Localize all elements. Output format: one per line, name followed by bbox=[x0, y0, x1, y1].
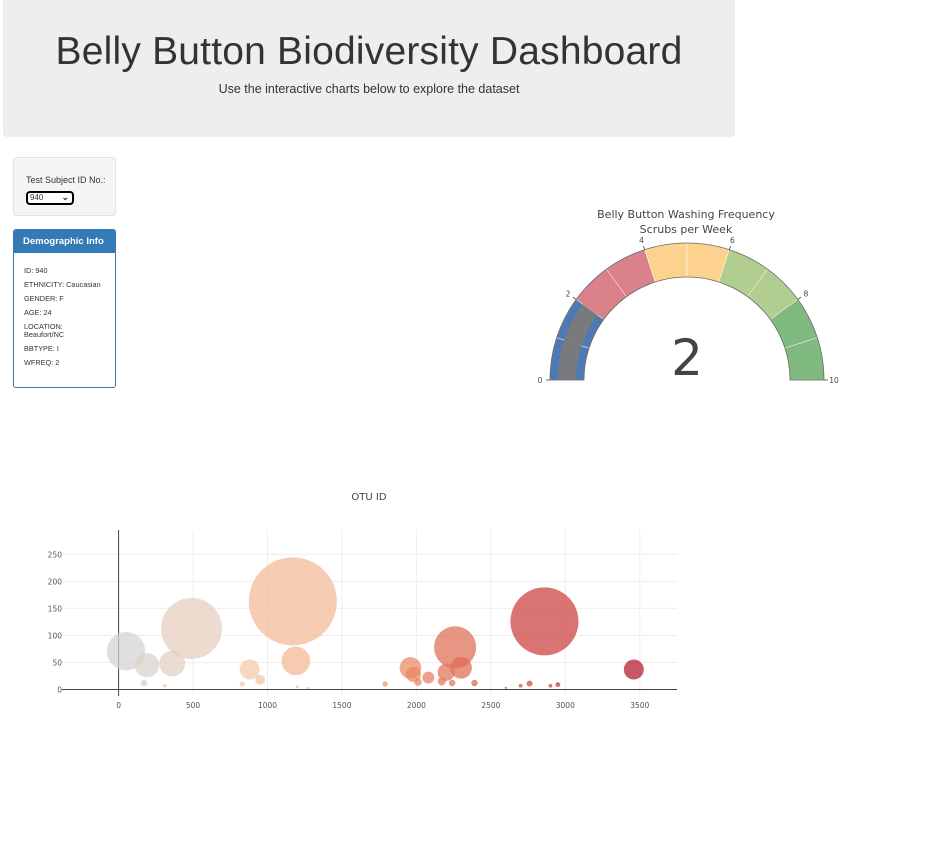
y-tick-label: 0 bbox=[57, 686, 62, 695]
gauge-tick-label: 10 bbox=[829, 376, 839, 385]
demo-gender: GENDER: F bbox=[24, 294, 64, 303]
page-title: Belly Button Biodiversity Dashboard bbox=[55, 30, 683, 73]
otu-bubble bbox=[437, 677, 446, 686]
y-tick-label: 150 bbox=[48, 604, 63, 613]
header-banner: Belly Button Biodiversity Dashboard Use … bbox=[3, 0, 735, 137]
otu-bubble bbox=[448, 679, 456, 687]
otu-bubble bbox=[504, 686, 507, 690]
chevron-down-icon: ⌄ bbox=[61, 192, 69, 202]
x-tick-label: 2000 bbox=[407, 701, 426, 710]
demo-bbtype: BBTYPE: I bbox=[24, 344, 59, 353]
otu-bubble bbox=[239, 681, 245, 687]
otu-bubble bbox=[518, 683, 523, 688]
y-tick-label: 50 bbox=[52, 658, 62, 667]
gauge-value-number: 2 bbox=[671, 329, 703, 387]
demo-ethnicity: ETHNICITY: Caucasian bbox=[24, 280, 101, 289]
demo-id: ID: 940 bbox=[24, 266, 48, 275]
demo-wfreq: WFREQ: 2 bbox=[24, 358, 60, 367]
x-tick-label: 500 bbox=[186, 701, 201, 710]
gauge-tick-label: 8 bbox=[804, 290, 809, 299]
otu-bubble bbox=[450, 657, 472, 679]
otu-bubble bbox=[159, 650, 186, 677]
subject-id-select[interactable]: 940 ⌄ bbox=[26, 191, 74, 205]
otu-bubble bbox=[134, 653, 160, 678]
otu-bubble bbox=[248, 557, 337, 646]
gauge-tick-label: 6 bbox=[730, 236, 735, 245]
otu-bubble bbox=[434, 626, 477, 669]
washing-frequency-gauge: Belly Button Washing Frequency Scrubs pe… bbox=[538, 208, 839, 387]
otu-bubble bbox=[306, 686, 309, 690]
otu-bubble bbox=[140, 679, 148, 687]
otu-bubble bbox=[510, 587, 579, 656]
gauge-tick-label: 4 bbox=[639, 236, 644, 245]
bubble-chart-title: OTU ID bbox=[351, 492, 386, 503]
otu-bubble bbox=[548, 683, 553, 688]
x-tick-label: 3500 bbox=[630, 701, 649, 710]
gauge-value-bar bbox=[558, 304, 598, 380]
otu-bubble-chart: OTU ID 0 500 1000 1500 2000 2500 3000 3500 0 50 10… bbox=[48, 492, 677, 710]
gauge-tick-label: 2 bbox=[566, 290, 571, 299]
x-tick-label: 2500 bbox=[481, 701, 500, 710]
subject-selector-panel: Test Subject ID No.: 940 ⌄ bbox=[13, 157, 116, 216]
gauge-title-line2: Scrubs per Week bbox=[640, 223, 733, 236]
otu-bubble bbox=[239, 659, 260, 680]
x-tick-label: 1500 bbox=[332, 701, 351, 710]
otu-bubble bbox=[255, 674, 265, 685]
demo-location: LOCATION: Beaufort/NC bbox=[24, 322, 65, 339]
otu-bubble bbox=[161, 597, 223, 659]
otu-bubble bbox=[162, 683, 167, 688]
x-tick-label: 3000 bbox=[556, 701, 575, 710]
gauge-outline bbox=[549, 242, 825, 381]
otu-bubble bbox=[471, 679, 478, 687]
y-tick-label: 250 bbox=[48, 550, 63, 559]
gauge-title-line1: Belly Button Washing Frequency bbox=[597, 208, 775, 221]
page-subtitle: Use the interactive charts below to expl… bbox=[218, 82, 520, 96]
demographic-info-body: ID: 940 ETHNICITY: Caucasian GENDER: F A… bbox=[14, 253, 115, 367]
otu-bubble bbox=[382, 681, 388, 687]
demographic-info-panel: Demographic Info ID: 940 ETHNICITY: Cauc… bbox=[13, 229, 116, 388]
demo-age: AGE: 24 bbox=[24, 308, 52, 317]
otu-bubble bbox=[555, 682, 561, 688]
gauge-tick-mark bbox=[797, 296, 802, 300]
y-tick-label: 100 bbox=[48, 631, 63, 640]
otu-bubble bbox=[623, 659, 644, 680]
gauge-tick-label: 0 bbox=[538, 376, 543, 385]
gauge-tick-mark bbox=[643, 245, 646, 250]
y-tick-label: 200 bbox=[48, 577, 63, 586]
gauge-tick-mark bbox=[728, 245, 731, 250]
otu-bubble bbox=[281, 646, 311, 676]
otu-bubble bbox=[414, 678, 422, 686]
x-tick-label: 1000 bbox=[258, 701, 277, 710]
otu-bubble bbox=[405, 666, 421, 682]
demographic-info-title: Demographic Info bbox=[14, 230, 115, 253]
x-tick-label: 0 bbox=[116, 701, 121, 710]
subject-id-value: 940 bbox=[30, 193, 44, 202]
otu-bubble bbox=[295, 685, 299, 689]
subject-selector-label: Test Subject ID No.: bbox=[26, 175, 106, 185]
otu-bubble bbox=[437, 663, 455, 681]
gauge-tick-mark bbox=[572, 296, 577, 300]
otu-bubble bbox=[422, 671, 435, 684]
otu-bubble bbox=[526, 680, 533, 687]
